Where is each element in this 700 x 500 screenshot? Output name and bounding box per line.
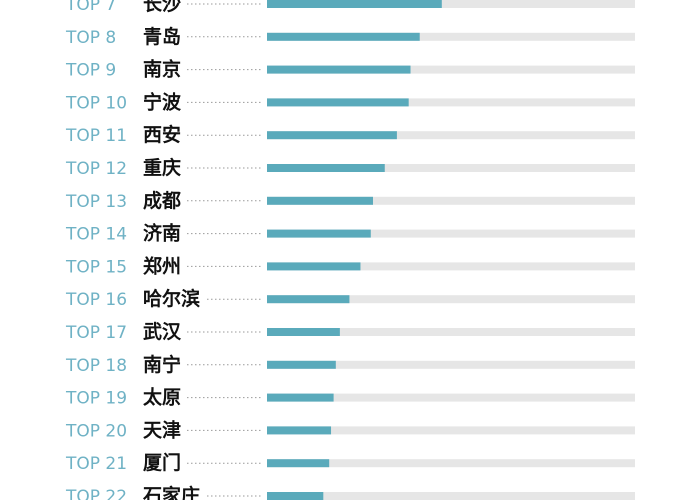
rank-label: TOP 11 <box>65 126 127 146</box>
bar-fill <box>267 492 324 500</box>
bar-fill <box>267 0 442 8</box>
bar-track <box>267 65 635 74</box>
bar-track <box>267 492 635 500</box>
rank-label: TOP 7 <box>65 0 116 15</box>
bar-track <box>267 131 635 140</box>
bar-fill <box>267 295 350 304</box>
city-label: 郑州 <box>143 255 181 277</box>
bar-track <box>267 98 635 107</box>
rank-label: TOP 19 <box>65 389 127 409</box>
rank-label: TOP 9 <box>65 61 116 81</box>
bar-fill <box>267 164 385 172</box>
bar-fill <box>267 196 373 205</box>
city-label: 长沙 <box>143 0 181 15</box>
city-label: 西安 <box>143 123 181 146</box>
city-label: 哈尔滨 <box>143 287 200 310</box>
city-label: 武汉 <box>143 321 182 343</box>
rank-label: TOP 8 <box>65 28 116 48</box>
city-label: 天津 <box>143 418 181 441</box>
rank-label: TOP 22 <box>65 487 127 500</box>
rank-label: TOP 15 <box>65 257 127 277</box>
bar-fill <box>267 328 340 336</box>
city-label: 石家庄 <box>142 484 200 500</box>
bar-track <box>267 459 635 468</box>
bar-fill <box>267 459 330 468</box>
bar-fill <box>267 262 361 271</box>
bar-fill <box>267 360 336 369</box>
rank-label: TOP 17 <box>65 323 127 343</box>
city-label: 重庆 <box>143 156 181 179</box>
bar-track <box>267 164 635 172</box>
rank-label: TOP 18 <box>65 356 127 376</box>
bar-track <box>267 295 635 304</box>
bar-track <box>267 360 635 369</box>
bar-track <box>267 328 635 336</box>
bar-track <box>267 0 635 8</box>
rank-label: TOP 12 <box>65 159 127 179</box>
bar-fill <box>267 393 334 402</box>
rank-label: TOP 16 <box>65 290 127 310</box>
city-label: 成都 <box>143 189 181 212</box>
city-label: 青岛 <box>143 25 181 48</box>
city-label: 太原 <box>143 386 181 409</box>
bar-track <box>267 32 635 41</box>
city-label: 厦门 <box>143 451 181 474</box>
city-label: 宁波 <box>143 90 182 113</box>
rank-label: TOP 20 <box>65 421 127 441</box>
bar-fill <box>267 65 411 74</box>
bar-track <box>267 426 635 435</box>
bar-fill <box>267 426 332 435</box>
rank-label: TOP 14 <box>65 225 127 245</box>
bar-fill <box>267 98 409 107</box>
bar-track <box>267 229 635 238</box>
bar-track <box>267 393 635 402</box>
rank-label: TOP 10 <box>65 93 127 113</box>
bar-track <box>267 262 635 271</box>
city-label: 济南 <box>143 222 181 245</box>
bar-fill <box>267 32 420 41</box>
rank-label: TOP 21 <box>65 454 127 474</box>
city-label: 南宁 <box>143 353 181 376</box>
bar-track <box>267 196 635 205</box>
rank-label: TOP 13 <box>65 192 127 212</box>
city-label: 南京 <box>143 58 181 81</box>
bar-fill <box>267 229 371 238</box>
bar-fill <box>267 131 397 140</box>
